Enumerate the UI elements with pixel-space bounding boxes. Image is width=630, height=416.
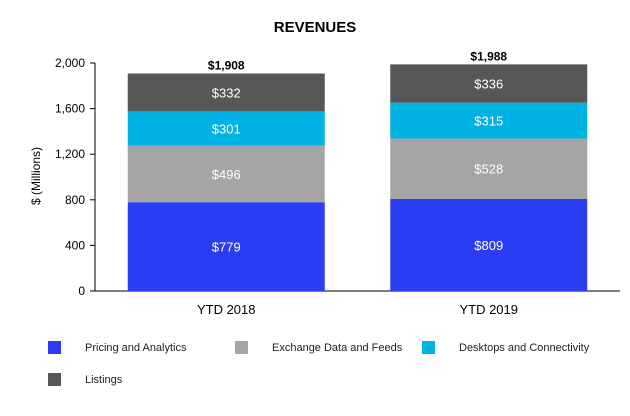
- bar-value-label: $779: [212, 240, 241, 255]
- bars: $779 $496 $301 $332 $1,908 YTD 2018 $809 $528 $3…: [127, 49, 588, 317]
- y-tick-label: 1,600: [55, 102, 85, 116]
- bar-value-label: $332: [212, 85, 241, 100]
- y-axis-label: $ (Millions): [29, 147, 43, 205]
- bar-total-label: $1,988: [470, 49, 507, 63]
- x-tick-label: YTD 2019: [459, 302, 518, 317]
- bar-value-label: $496: [212, 167, 241, 182]
- bar-value-label: $301: [212, 121, 241, 136]
- bar-value-label: $315: [474, 114, 503, 129]
- bar-value-label: $528: [474, 162, 503, 177]
- y-tick-label: 0: [78, 284, 85, 298]
- bar-segment-desktops-and-connectivity: [390, 102, 588, 139]
- y-tick-label: 400: [65, 238, 85, 252]
- bar-value-label: $336: [474, 77, 503, 92]
- bar-total-label: $1,908: [208, 58, 245, 72]
- bar-segment-listings: [390, 64, 588, 103]
- bar-segment-exchange-data-and-feeds: [127, 145, 325, 203]
- bar-segment-desktops-and-connectivity: [127, 111, 325, 146]
- bar-segment-listings: [127, 73, 325, 112]
- bar-segment-exchange-data-and-feeds: [390, 138, 588, 199]
- y-tick-label: 800: [65, 193, 85, 207]
- y-tick-label: 1,200: [55, 147, 85, 161]
- x-tick-label: YTD 2018: [197, 302, 256, 317]
- y-tick-label: 2,000: [55, 56, 85, 70]
- bar-value-label: $809: [474, 238, 503, 253]
- bar-segment-pricing-and-analytics: [390, 198, 588, 291]
- bar-segment-pricing-and-analytics: [127, 202, 325, 291]
- chart-title: REVENUES: [274, 19, 357, 36]
